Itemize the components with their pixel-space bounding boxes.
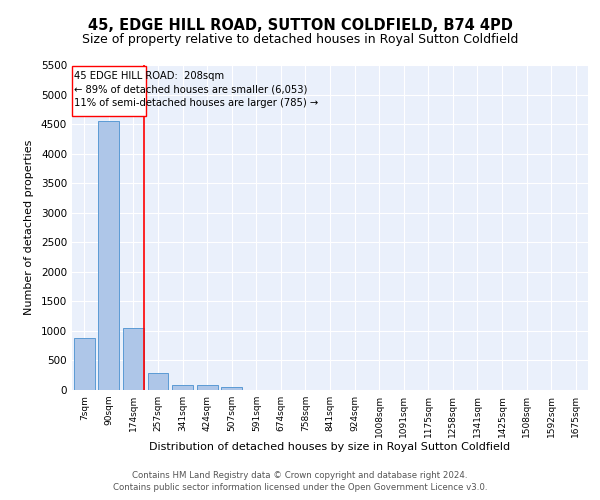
- Bar: [74, 338, 95, 390]
- Bar: [148, 374, 169, 390]
- Text: 11% of semi-detached houses are larger (785) →: 11% of semi-detached houses are larger (…: [74, 98, 319, 108]
- Text: Distribution of detached houses by size in Royal Sutton Coldfield: Distribution of detached houses by size …: [149, 442, 511, 452]
- Text: 45, EDGE HILL ROAD, SUTTON COLDFIELD, B74 4PD: 45, EDGE HILL ROAD, SUTTON COLDFIELD, B7…: [88, 18, 512, 32]
- Bar: [172, 384, 193, 390]
- Text: 45 EDGE HILL ROAD:  208sqm: 45 EDGE HILL ROAD: 208sqm: [74, 71, 224, 81]
- Text: Contains public sector information licensed under the Open Government Licence v3: Contains public sector information licen…: [113, 483, 487, 492]
- Bar: [98, 121, 119, 390]
- Y-axis label: Number of detached properties: Number of detached properties: [24, 140, 34, 315]
- Bar: [221, 387, 242, 390]
- Text: ← 89% of detached houses are smaller (6,053): ← 89% of detached houses are smaller (6,…: [74, 84, 308, 94]
- Bar: [197, 386, 218, 390]
- Text: Contains HM Land Registry data © Crown copyright and database right 2024.: Contains HM Land Registry data © Crown c…: [132, 472, 468, 480]
- Bar: [123, 328, 144, 390]
- Text: Size of property relative to detached houses in Royal Sutton Coldfield: Size of property relative to detached ho…: [82, 32, 518, 46]
- FancyBboxPatch shape: [73, 66, 146, 116]
